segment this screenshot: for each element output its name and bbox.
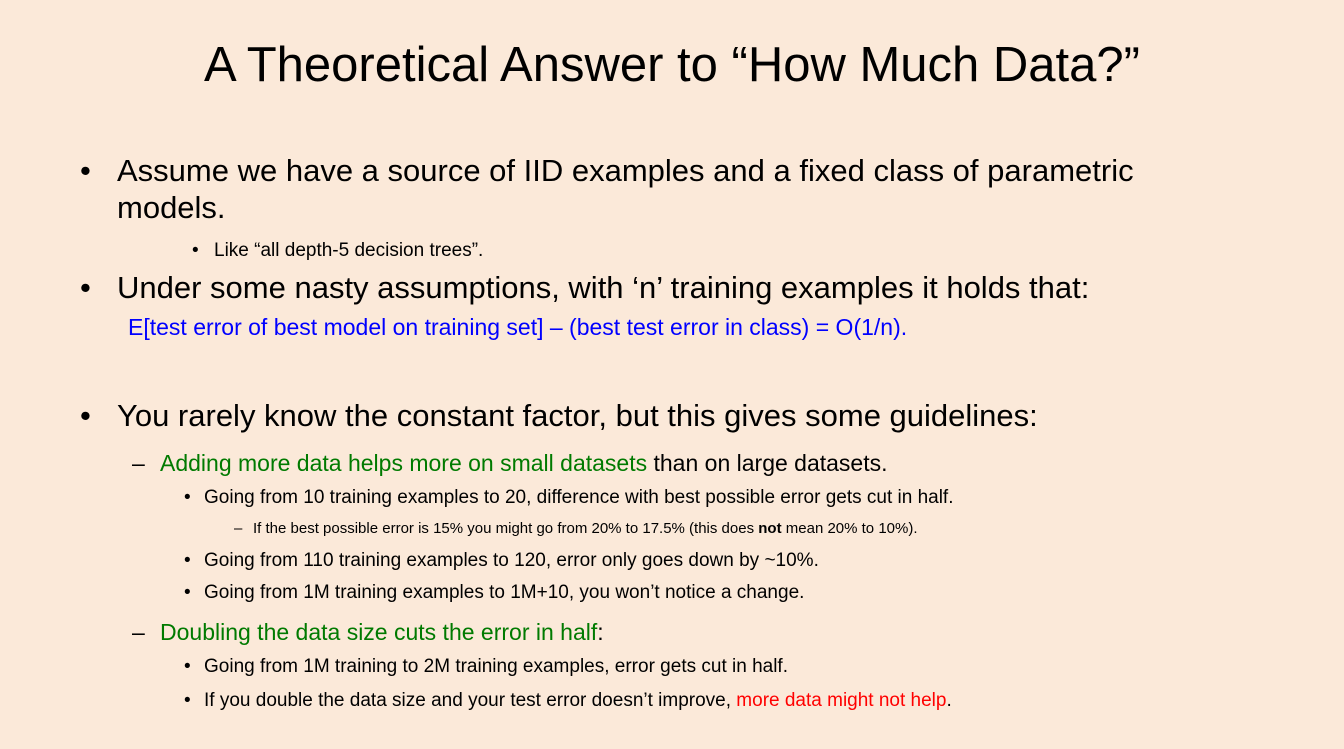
dash2-item-2: If you double the data size and your tes… xyxy=(204,690,952,712)
bullet2-formula: E[test error of best model on training s… xyxy=(128,314,908,340)
dash2-end: . xyxy=(946,690,952,711)
bullet-dot: • xyxy=(184,690,191,711)
dash2-item-2-text: If you double the data size and your tes… xyxy=(204,690,737,711)
slide-title: A Theoretical Answer to “How Much Data?” xyxy=(204,38,1140,92)
dash1-rest: than on large datasets. xyxy=(647,450,888,476)
dash2-item-1: Going from 1M training to 2M training ex… xyxy=(204,656,788,677)
bullet1-line2: models. xyxy=(117,190,226,225)
dash2-line: Doubling the data size cuts the error in… xyxy=(160,619,604,646)
bullet2-text: Under some nasty assumptions, with ‘n’ t… xyxy=(117,270,1090,305)
bullet-dot: • xyxy=(80,153,91,188)
bullet-dot: • xyxy=(184,582,191,603)
dash2-highlight: Doubling the data size cuts the error in… xyxy=(160,619,598,645)
bullet-dot: • xyxy=(80,270,91,305)
dash2-warning: more data might not help xyxy=(736,690,947,711)
dash1-note-before: If the best possible error is 15% you mi… xyxy=(253,520,759,537)
bullet1-sub: Like “all depth-5 decision trees”. xyxy=(214,240,484,261)
dash2-rest: : xyxy=(597,619,604,645)
dash-marker: – xyxy=(132,450,145,476)
dash-marker: – xyxy=(132,619,145,645)
dash1-item-3: Going from 1M training examples to 1M+10… xyxy=(204,582,805,603)
dash1-item-2: Going from 110 training examples to 120,… xyxy=(204,550,819,571)
dash1-item-1: Going from 10 training examples to 20, d… xyxy=(204,487,954,508)
bullet-dot: • xyxy=(184,550,191,571)
dash1-note-bold: not xyxy=(758,520,782,537)
dash1-note-after: mean 20% to 10%). xyxy=(781,520,918,537)
bullet-dot: • xyxy=(184,656,191,677)
dash1-note: If the best possible error is 15% you mi… xyxy=(253,520,918,537)
dash1-line: Adding more data helps more on small dat… xyxy=(160,450,888,477)
dash-marker: – xyxy=(234,520,243,537)
bullet-dot: • xyxy=(192,240,199,261)
bullet-dot: • xyxy=(184,487,191,508)
dash1-highlight: Adding more data helps more on small dat… xyxy=(160,450,648,476)
bullet1-line1: Assume we have a source of IID examples … xyxy=(117,153,1134,188)
bullet-dot: • xyxy=(80,398,91,433)
bullet3-text: You rarely know the constant factor, but… xyxy=(117,398,1038,433)
